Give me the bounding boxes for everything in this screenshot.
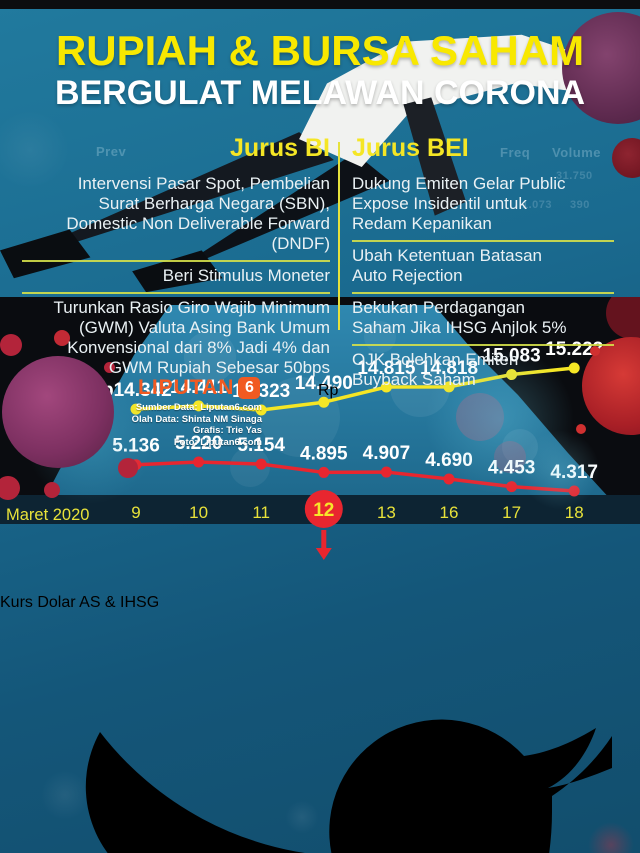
virus-dot-decoration [54, 330, 70, 346]
x-axis-date-label: 9 [131, 503, 140, 522]
chart-point [318, 396, 330, 408]
chart-value-label: 4.690 [425, 450, 473, 471]
chart-point [506, 369, 518, 381]
chart-value-label: 4.907 [363, 443, 411, 464]
chart-title: Kurs Dolar AS & IHSG [0, 594, 160, 612]
bi-item: Turunkan Rasio Giro Wajib Minimum (GWM) … [53, 298, 330, 377]
highlight-date-circle [304, 490, 343, 529]
chart-value-label: 14.411 [170, 377, 227, 398]
chart-point [568, 362, 580, 374]
chart-point [443, 381, 455, 393]
bottom-virus-decoration [588, 822, 634, 853]
liputan6-logo-badge: 6 [238, 377, 261, 399]
bi-item: Beri Stimulus Moneter [22, 262, 330, 294]
background-table-hint: Freq [500, 145, 531, 160]
chart-point [255, 458, 267, 470]
highlight-date-label: 12 [313, 500, 334, 521]
credit-line: Olah Data: Shinta NM Sinaga [131, 413, 262, 425]
virus-dot-decoration [0, 476, 20, 500]
column-divider [338, 142, 340, 330]
credit-line: Sumber Data: Liputan6.com [135, 402, 262, 413]
x-axis-date-label: 13 [377, 503, 396, 522]
chart-point [318, 467, 330, 479]
chart-line-1 [135, 460, 575, 493]
coin-ring [318, 382, 438, 502]
teal-glow-decoration [0, 110, 70, 190]
chart-value-label: 4.453 [488, 458, 536, 479]
rupiah-coin: Rp [318, 382, 438, 502]
chart-value-label: 5.136 [112, 436, 160, 457]
virus-dot-decoration [0, 334, 22, 356]
column-bei-title: Jurus BEI [352, 134, 469, 162]
x-axis-date-label: 16 [440, 503, 459, 522]
teal-glow-decoration [520, 430, 600, 510]
page-title: RUPIAH & BURSA SAHAM BERGULAT MELAWAN CO… [0, 27, 640, 112]
bottom-glow-decoration [285, 800, 319, 834]
liputan6-logo: LIPUTAN 6 [138, 376, 261, 400]
chart-value-label: 14.815 [357, 358, 416, 379]
chart-value-label: 4.317 [550, 462, 598, 483]
annotation-arrow-head [315, 548, 332, 561]
chart-point [193, 400, 205, 412]
chart-value-label: 5.154 [237, 435, 285, 456]
chart-point [255, 404, 267, 416]
bei-item: Dukung Emiten Gelar Public Expose Inside… [352, 170, 614, 242]
chart-point [568, 485, 580, 497]
chart-value-label: 15.083 [483, 346, 541, 367]
liputan6-logo-text: LIPUTAN [138, 376, 235, 399]
column-jurus-bei: Jurus BEI Dukung Emiten Gelar Public Exp… [352, 134, 614, 396]
bottom-glow-decoration [40, 770, 90, 820]
x-axis-date-label: 10 [189, 503, 208, 522]
column-jurus-bi: Jurus BI Intervensi Pasar Spot, Pembelia… [22, 134, 330, 384]
virus-dot-decoration [44, 482, 60, 498]
virus-dot-decoration [590, 346, 600, 356]
chart-value-label: 14.818 [420, 358, 478, 379]
column-bi-title: Jurus BI [229, 134, 330, 162]
virus-dot-decoration [118, 458, 138, 478]
chart-point [443, 473, 455, 485]
chart-value-label: 5.220 [175, 433, 223, 454]
teal-glow-decoration [425, 345, 575, 495]
chart-value-label: 4.895 [300, 444, 348, 465]
credit-line: Foto: Liputan6.com [173, 436, 262, 448]
background-table-hint: 1.073 [522, 199, 553, 211]
x-axis-date-label: 11 [252, 503, 270, 522]
chart-point [193, 456, 205, 468]
chart-point [130, 403, 142, 415]
title-line-1: RUPIAH & BURSA SAHAM [55, 27, 585, 74]
chart-section: Rp14.34214.41114.32314.49014.81514.81815… [0, 287, 640, 561]
blue-mound-silhouette [0, 305, 640, 525]
chart-point [380, 381, 392, 393]
x-axis-date-label: 17 [502, 503, 521, 522]
chart-value-label: 14.490 [295, 373, 353, 394]
coin-rp-label: Rp [318, 382, 339, 399]
credits-block: Sumber Data: Liputan6.com Olah Data: Shi… [96, 402, 262, 448]
credit-line: Grafis: Trie Yas [192, 425, 262, 436]
bi-item: Intervensi Pasar Spot, Pembelian Surat B… [22, 170, 330, 262]
chart-point [380, 466, 392, 478]
virus-dot-decoration [576, 424, 586, 434]
bei-item: OJK Bolehkan Emiten Buyback Saham [352, 350, 519, 389]
background-table-hint: Volume [552, 145, 601, 160]
background-table-hint: Prev [96, 144, 127, 159]
chart-point [506, 481, 518, 493]
title-line-2: BERGULAT MELAWAN CORONA [54, 74, 586, 112]
virus-dot-decoration [104, 362, 115, 373]
top-black-bar [0, 0, 640, 9]
social-handles: @liputan6dotcom f Liputan6online [0, 612, 640, 853]
bei-item: Ubah Ketentuan Batasan Auto Rejection [352, 242, 614, 294]
background-table-hint: 31.750 [556, 170, 593, 182]
chart-line-0 [135, 366, 575, 412]
x-axis-prefix-label: Maret 2020 [6, 506, 89, 524]
background-table-hint: 390 [570, 199, 590, 211]
bei-item: Bekukan Perdagangan Saham Jika IHSG Anjl… [352, 294, 614, 346]
twitter-handle-row[interactable]: @liputan6dotcom [0, 612, 640, 853]
x-axis-date-label: 18 [565, 503, 584, 522]
